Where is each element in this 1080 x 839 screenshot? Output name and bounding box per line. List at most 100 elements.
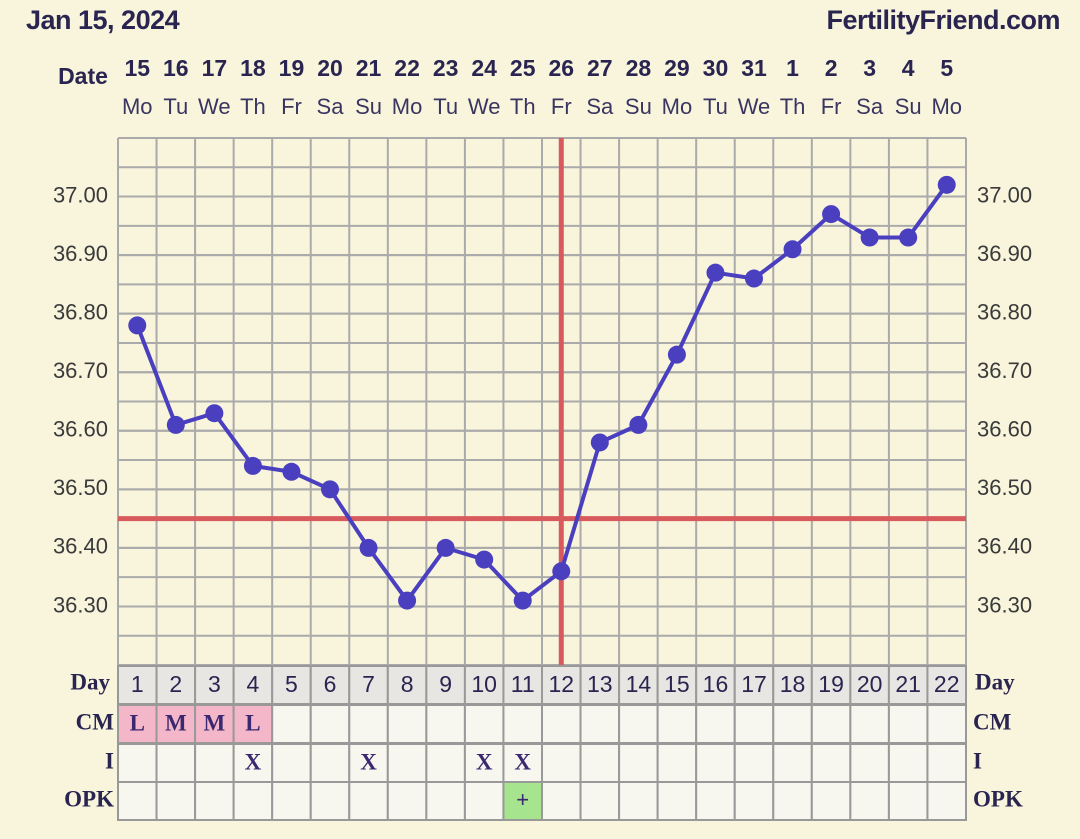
date-label: 26 [548, 55, 574, 81]
day-cell: 20 [857, 671, 883, 697]
cm-cell-bg [348, 704, 389, 744]
day-cell: 22 [934, 671, 960, 697]
day-cell-bg [348, 665, 389, 705]
cm-cell-bg [887, 704, 929, 744]
cm-cell: M [204, 710, 226, 735]
y-tick-label: 36.80 [977, 299, 1032, 324]
opk-cell-bg [541, 781, 582, 821]
i-cell-bg [541, 743, 582, 783]
i-row-label: I [105, 748, 114, 773]
date-label: 3 [863, 55, 876, 81]
y-tick-label: 36.60 [977, 417, 1032, 442]
day-cell: 4 [247, 671, 260, 697]
cm-row-label: CM [76, 709, 115, 734]
cm-cell-bg [618, 704, 659, 744]
opk-row-label: OPK [973, 786, 1023, 811]
i-cell-bg [849, 743, 890, 783]
weekday-label: Fr [551, 94, 572, 119]
cm-cell-bg [194, 704, 235, 744]
date-label: 20 [317, 55, 343, 81]
y-tick-label: 36.90 [977, 241, 1032, 266]
date-label: 2 [825, 55, 838, 81]
y-tick-label: 36.90 [53, 241, 108, 266]
day-cell-bg [541, 665, 582, 705]
i-cell-bg [117, 743, 158, 783]
opk-cell-bg [695, 781, 736, 821]
date-label: 15 [124, 55, 150, 81]
i-cell-bg [271, 743, 312, 783]
cm-cell: L [245, 710, 260, 735]
opk-cell-bg [348, 781, 389, 821]
date-label: 28 [626, 55, 652, 81]
i-cell-bg [695, 743, 736, 783]
day-cell-bg [656, 665, 698, 705]
i-cell-bg [386, 743, 428, 783]
weekday-label: Tu [163, 94, 188, 119]
y-tick-label: 36.30 [53, 592, 108, 617]
cm-cell-bg [271, 704, 312, 744]
cm-cell-bg [579, 704, 621, 744]
y-tick-label: 36.40 [53, 534, 108, 559]
i-row-label: I [973, 748, 982, 773]
weekday-label: Th [510, 94, 536, 119]
opk-cell-bg [926, 781, 967, 821]
opk-cell-bg [309, 781, 351, 821]
temperature-line [135, 183, 949, 604]
day-cell: 7 [362, 671, 375, 697]
opk-cell-bg [772, 781, 813, 821]
day-cell: 11 [511, 671, 535, 697]
i-cell-bg [618, 743, 659, 783]
temperature-point [937, 175, 956, 194]
cm-row-label: CM [973, 709, 1012, 734]
day-cell: 6 [324, 671, 337, 697]
day-cell: 8 [401, 671, 414, 697]
date-label: 17 [202, 55, 228, 81]
y-tick-label: 36.80 [53, 299, 108, 324]
opk-cell-bg [579, 781, 621, 821]
temperature-point [513, 591, 532, 610]
weekday-label: Tu [703, 94, 728, 119]
temperature-point [629, 415, 648, 434]
weekday-label: Sa [856, 94, 884, 119]
temperature-point [860, 228, 879, 247]
i-cell-bg [155, 743, 197, 783]
day-cell: 10 [471, 671, 497, 697]
cm-cell-bg [772, 704, 813, 744]
day-cell: 15 [664, 671, 690, 697]
opk-cell-bg [656, 781, 698, 821]
temperature-point [899, 228, 918, 247]
day-cell: 16 [703, 671, 729, 697]
date-label: 19 [279, 55, 305, 81]
cm-cell-bg [386, 704, 428, 744]
weekday-label: Fr [281, 94, 302, 119]
i-cell: X [514, 749, 531, 774]
i-cell-bg [463, 743, 505, 783]
day-cell: 3 [208, 671, 221, 697]
weekday-label: Su [625, 94, 652, 119]
temperature-point [359, 538, 378, 557]
day-cell-bg [695, 665, 736, 705]
day-cell: 19 [818, 671, 844, 697]
i-cell-bg [579, 743, 621, 783]
weekday-label: We [738, 94, 771, 119]
day-cell: 14 [626, 671, 652, 697]
cm-cell-bg [309, 704, 351, 744]
date-label: 5 [940, 55, 953, 81]
y-tick-label: 36.40 [977, 534, 1032, 559]
date-label: 4 [902, 55, 915, 81]
opk-cell-bg [849, 781, 890, 821]
cm-cell: L [130, 710, 145, 735]
y-tick-label: 36.70 [53, 358, 108, 383]
temperature-point [205, 404, 224, 423]
day-cell: 12 [548, 671, 574, 697]
weekday-label: We [198, 94, 231, 119]
temperature-point [552, 562, 571, 581]
day-row-label: Day [70, 669, 110, 694]
day-cell: 18 [780, 671, 806, 697]
day-cell: 2 [169, 671, 182, 697]
date-label: 25 [510, 55, 536, 81]
y-tick-label: 36.70 [977, 358, 1032, 383]
temperature-point [398, 591, 417, 610]
date-label: 24 [471, 55, 497, 81]
